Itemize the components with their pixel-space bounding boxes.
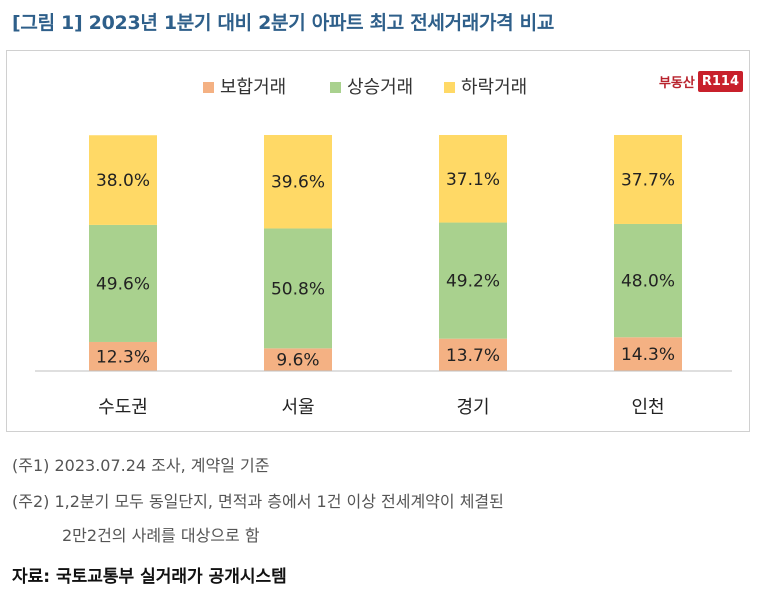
bar-incheon-fall: [614, 135, 682, 224]
legend-swatch-rise: [330, 82, 341, 93]
bar-seoul-fall: [264, 135, 332, 229]
stacked-bar-chart: 보합거래 상승거래 하락거래 12.3% 49.6% 38.0% 수도권 9.6% 50.8% 3…: [35, 77, 732, 418]
data-label-seoul-flat: 9.6%: [276, 351, 319, 371]
source-credit: 자료: 국토교통부 실거래가 공개시스템: [12, 567, 287, 587]
legend-swatch-flat: [203, 82, 214, 93]
logo-badge: R114: [697, 70, 743, 92]
chart-area: 보합거래 상승거래 하락거래 12.3% 49.6% 38.0% 수도권 9.6% 50.8% 3…: [6, 50, 750, 432]
legend-label-flat: 보합거래: [220, 77, 286, 98]
note-2-continued: 2만2건의 사례를 대상으로 함: [62, 526, 260, 545]
bar-gyeonggi-rise: [439, 222, 507, 339]
data-label-gyeonggi-rise: 49.2%: [446, 272, 500, 292]
bar-seoul-flat: [264, 348, 332, 371]
data-label-incheon-fall: 37.7%: [621, 170, 675, 190]
data-label-capital-area-flat: 12.3%: [96, 347, 150, 367]
figure-title: [그림 1] 2023년 1분기 대비 2분기 아파트 최고 전세거래가격 비교: [12, 12, 555, 34]
category-label-seoul: 서울: [281, 397, 314, 418]
bar-capital-area-flat: [89, 341, 157, 371]
legend-label-rise: 상승거래: [347, 77, 413, 98]
bar-capital-area-rise: [89, 224, 157, 342]
logo-text: 부동산: [658, 75, 695, 91]
r114-logo: 부동산 R114: [659, 69, 743, 93]
bar-seoul-rise: [264, 228, 332, 349]
legend-label-fall: 하락거래: [461, 77, 527, 98]
bar-gyeonggi-flat: [439, 338, 507, 371]
data-label-incheon-flat: 14.3%: [621, 345, 675, 365]
note-2: (주2) 1,2분기 모두 동일단지, 면적과 층에서 1건 이상 전세계약이 …: [12, 492, 504, 511]
category-label-incheon: 인천: [631, 397, 664, 418]
bar-gyeonggi-fall: [439, 135, 507, 223]
data-label-gyeonggi-fall: 37.1%: [446, 170, 500, 190]
note-1: (주1) 2023.07.24 조사, 계약일 기준: [12, 456, 270, 475]
legend-swatch-fall: [444, 82, 455, 93]
bar-capital-area-fall: [89, 135, 157, 225]
bar-incheon-rise: [614, 223, 682, 338]
data-label-seoul-fall: 39.6%: [271, 173, 325, 193]
category-label-gyeonggi: 경기: [456, 397, 489, 418]
bar-incheon-flat: [614, 337, 682, 371]
data-label-seoul-rise: 50.8%: [271, 279, 325, 299]
category-label-capital-area: 수도권: [98, 397, 148, 418]
data-label-capital-area-rise: 49.6%: [96, 274, 150, 294]
data-label-incheon-rise: 48.0%: [621, 272, 675, 292]
data-label-capital-area-fall: 38.0%: [96, 171, 150, 191]
data-label-gyeonggi-flat: 13.7%: [446, 346, 500, 366]
